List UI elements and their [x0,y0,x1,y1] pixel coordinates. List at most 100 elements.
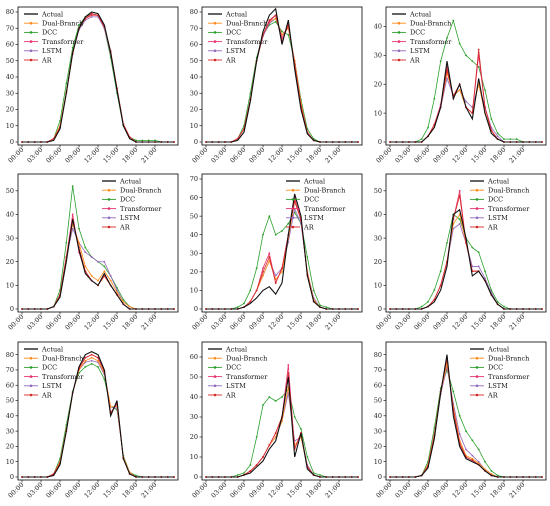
y-tick-label: 20 [374,258,382,266]
data-point-dcc [439,60,442,63]
y-tick-label: 40 [6,412,14,420]
y-tick-label: 20 [190,106,198,114]
data-point-ar [458,194,461,197]
data-point-dcc [281,30,283,33]
legend-marker [397,31,401,34]
data-point-ar [439,284,442,287]
x-tick-label: 12:00 [267,146,286,165]
data-point-dcc [122,298,125,301]
data-point-ar [274,282,277,284]
legend-label: LSTM [42,382,62,390]
data-point-dcc [65,82,68,85]
series-line-lstm [206,207,358,310]
data-point-ar [255,289,258,292]
legend-label: AR [487,391,499,399]
y-tick-label: 0 [378,473,382,481]
data-point-dcc [427,301,429,303]
data-point-dcc [255,436,258,438]
legend-marker [29,356,33,360]
data-point-dcc [477,448,480,451]
data-point-lstm [458,433,461,436]
data-point-lstm [465,100,467,103]
data-point-dcc [471,60,474,63]
x-tick-label: 03:00 [210,146,229,165]
x-tick-label: 12:00 [83,481,102,500]
data-point-dcc [439,270,442,273]
data-point-lstm [496,135,499,138]
data-point-dcc [312,472,315,474]
data-point-dcc [490,117,493,120]
data-point-dual-branch [490,473,493,475]
legend-label: Dual-Branch [42,355,83,363]
x-tick-label: 12:00 [83,313,102,332]
x-tick-label: 06:00 [229,146,248,165]
x-tick-label: 18:00 [121,481,140,500]
data-point-ar [255,464,258,466]
legend-label: Transformer [42,38,84,46]
legend-label: LSTM [410,47,430,55]
data-point-ar [262,270,264,273]
legend-marker [291,207,295,210]
data-point-dcc [458,218,461,221]
y-tick-label: 10 [6,122,14,130]
legend-label: AR [225,56,237,64]
panel-e: 0 10 20 30 40 50 60 70 00:00 03:00 06:00 09:00 12:00… [190,173,363,332]
legend-marker [475,216,479,220]
data-point-dcc [452,19,455,22]
data-point-dcc [484,460,486,463]
data-point-dual-branch [281,270,283,273]
data-point-lstm [103,260,106,263]
legend-label: Transformer [120,205,162,213]
legend-label: LSTM [226,382,246,390]
y-tick-label: 0 [10,473,14,481]
y-tick-label: 60 [190,353,198,361]
data-point-dcc [236,474,239,476]
data-point-dcc [312,289,315,292]
x-tick-label: 06:00 [229,481,248,500]
data-point-dcc [433,289,436,291]
legend-label: DCC [488,196,503,204]
x-tick-label: 21:00 [140,313,159,332]
x-tick-label: 18:00 [305,313,324,332]
y-tick-label: 40 [190,393,198,401]
x-tick-label: 18:00 [121,313,140,332]
data-point-dcc [84,365,87,368]
x-tick-label: 06:00 [229,313,248,332]
data-point-dcc [503,305,505,308]
series-line-lstm [390,77,542,143]
panel-b: 0 10 20 30 40 50 60 70 80 00:00 03:00 06:00 09:00 12:… [190,6,363,165]
x-tick-label: 09:00 [248,481,267,500]
data-point-ar [268,256,271,258]
legend-label: LSTM [226,47,246,55]
data-point-dcc [97,365,99,368]
legend-marker [397,21,401,25]
data-point-dcc [268,396,271,398]
x-tick-label: 15:00 [102,481,121,500]
data-point-dcc [433,427,436,429]
legend-marker [291,188,295,192]
data-point-dcc [243,472,245,474]
legend-label: Dual-Branch [410,20,451,28]
y-tick-label: 20 [6,443,14,451]
y-tick-label: 10 [374,282,382,290]
legend-label: AR [303,223,315,231]
y-tick-label: 20 [6,106,14,114]
series-line-actual [206,376,358,478]
legend-label: LSTM [304,214,324,222]
y-tick-label: 40 [374,211,382,219]
data-point-dcc [433,97,436,100]
y-tick-label: 0 [10,138,14,146]
legend-marker [29,58,33,62]
legend-marker [475,198,479,201]
data-point-dual-branch [116,291,118,294]
x-tick-label: 21:00 [140,481,159,500]
series-line-lstm [206,392,358,478]
data-point-ar [90,12,93,15]
data-point-ar [293,200,296,203]
y-tick-label: 10 [190,453,198,461]
x-tick-label: 09:00 [64,146,83,165]
legend-marker [213,49,217,53]
y-tick-label: 50 [190,212,198,220]
y-tick-label: 50 [6,187,14,195]
legend-marker [213,21,217,25]
